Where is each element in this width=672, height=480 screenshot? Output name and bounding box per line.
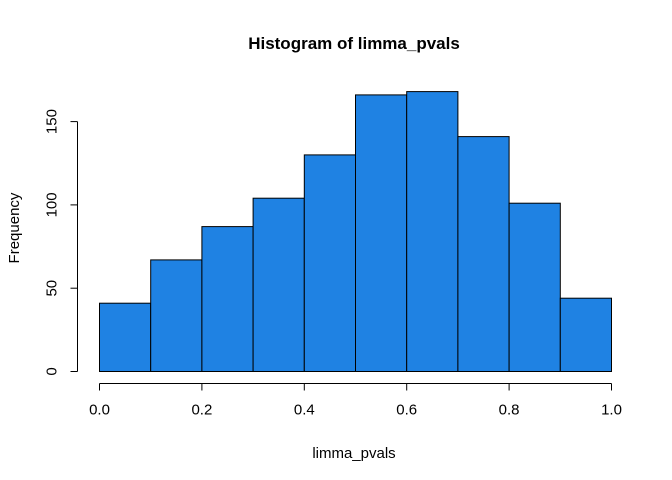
x-tick-label: 0.0 — [89, 402, 110, 419]
histogram-bar — [99, 302, 152, 373]
x-tick-label: 0.8 — [499, 402, 520, 419]
chart-title: Histogram of limma_pvals — [248, 34, 460, 53]
histogram-bar — [150, 259, 203, 372]
histogram-bar — [457, 136, 510, 372]
histogram-bar — [252, 197, 305, 372]
histogram-bar — [559, 297, 612, 373]
y-tick-label: 50 — [44, 280, 61, 297]
histogram-bar — [201, 226, 254, 372]
histogram-bar — [303, 154, 356, 372]
x-axis-label: limma_pvals — [312, 445, 395, 462]
x-tick-label: 0.4 — [294, 402, 315, 419]
histogram-bar — [508, 202, 561, 372]
y-axis: 0 50 100 150 — [44, 109, 78, 376]
histogram-bar — [355, 94, 408, 373]
x-tick-label: 0.2 — [191, 402, 212, 419]
y-axis-label: Frequency — [6, 192, 23, 263]
y-tick-label: 150 — [44, 109, 61, 134]
x-tick-label: 1.0 — [601, 402, 622, 419]
histogram-bar — [406, 91, 459, 372]
y-tick-label: 100 — [44, 192, 61, 217]
y-tick-label: 0 — [44, 367, 61, 375]
x-tick-label: 0.6 — [396, 402, 417, 419]
bars-group — [99, 91, 612, 373]
x-axis: 0.0 0.2 0.4 0.6 0.8 1.0 — [89, 383, 622, 419]
